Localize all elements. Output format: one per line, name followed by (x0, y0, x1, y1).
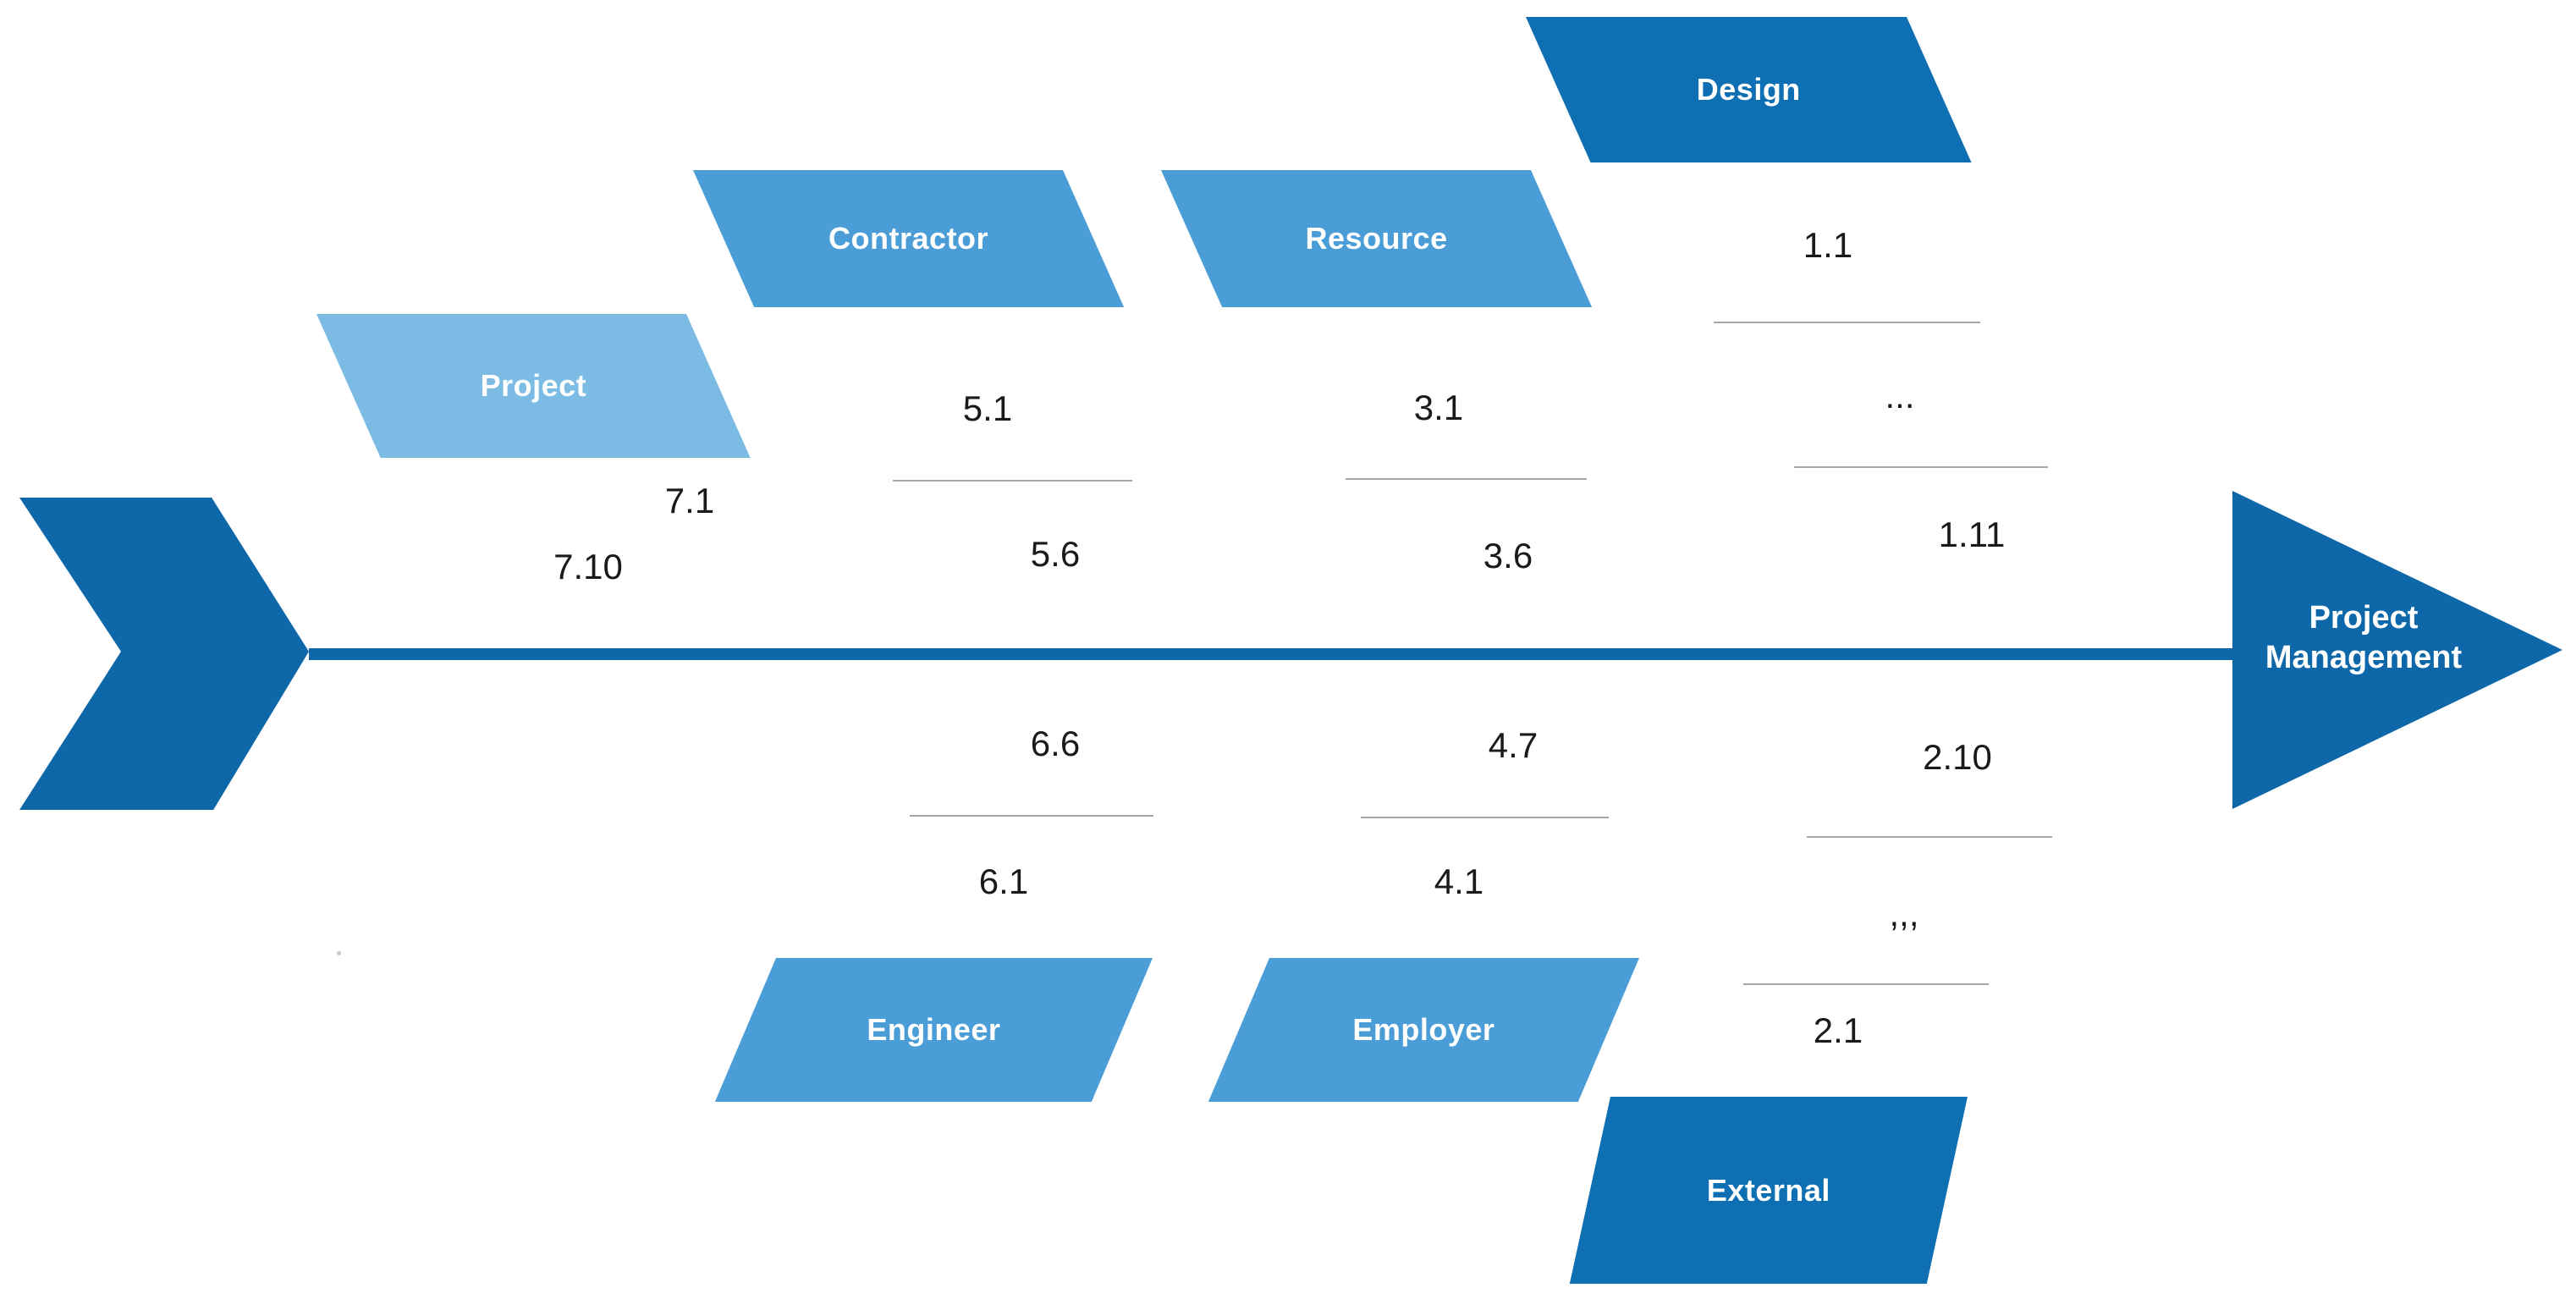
cause-item-6-6: 6.6 (1030, 724, 1081, 763)
cause-item-3-1: 3.1 (1413, 388, 1464, 427)
cause-item-4-1: 4.1 (1434, 861, 1484, 901)
category-parallelogram-contractor: Contractor (693, 170, 1125, 307)
category-parallelogram-engineer: Engineer (714, 958, 1153, 1102)
category-label-resource: Resource (1305, 221, 1448, 256)
cause-item-ellipsis: ... (1885, 376, 1915, 416)
cause-item-5-6: 5.6 (1030, 534, 1081, 574)
separator-line (910, 815, 1153, 817)
category-parallelogram-project: Project (316, 314, 751, 458)
cause-item-2-1: 2.1 (1813, 1010, 1863, 1050)
spine-tail-chevron-icon (19, 498, 309, 810)
category-label-external: External (1706, 1172, 1830, 1208)
separator-line (1743, 983, 1989, 985)
separator-line (1714, 322, 1980, 323)
category-label-project: Project (480, 368, 587, 403)
cause-item-2-10: 2.10 (1923, 737, 1992, 777)
separator-line (1794, 466, 2048, 468)
cause-item-1-11: 1.11 (1938, 515, 2006, 554)
cause-item-7-1: 7.1 (664, 481, 715, 520)
head-arrow-icon: Project Management (2232, 491, 2562, 809)
category-label-design: Design (1696, 72, 1801, 107)
separator-line (1361, 817, 1609, 818)
cause-item-4-7: 4.7 (1488, 725, 1538, 765)
category-parallelogram-employer: Employer (1208, 958, 1639, 1102)
category-label-engineer: Engineer (867, 1012, 1001, 1047)
cause-item-5-1: 5.1 (962, 388, 1013, 428)
category-parallelogram-design: Design (1526, 17, 1972, 162)
category-parallelogram-external: External (1569, 1097, 1968, 1284)
category-label-employer: Employer (1352, 1012, 1495, 1047)
cause-item-3-6: 3.6 (1483, 536, 1533, 575)
separator-line (893, 480, 1132, 482)
cause-item-7-10: 7.10 (553, 547, 623, 586)
stray-dot (337, 951, 341, 955)
cause-item-1-1: 1.1 (1803, 225, 1853, 265)
category-label-contractor: Contractor (828, 221, 989, 256)
cause-item-6-1: 6.1 (978, 861, 1029, 901)
effect-label: Project Management (2265, 599, 2463, 676)
separator-line (1346, 478, 1587, 480)
cause-item-commas: ,,, (1889, 894, 1919, 933)
spine-line (309, 648, 2238, 660)
category-parallelogram-resource: Resource (1161, 170, 1593, 307)
separator-line (1807, 836, 2052, 838)
